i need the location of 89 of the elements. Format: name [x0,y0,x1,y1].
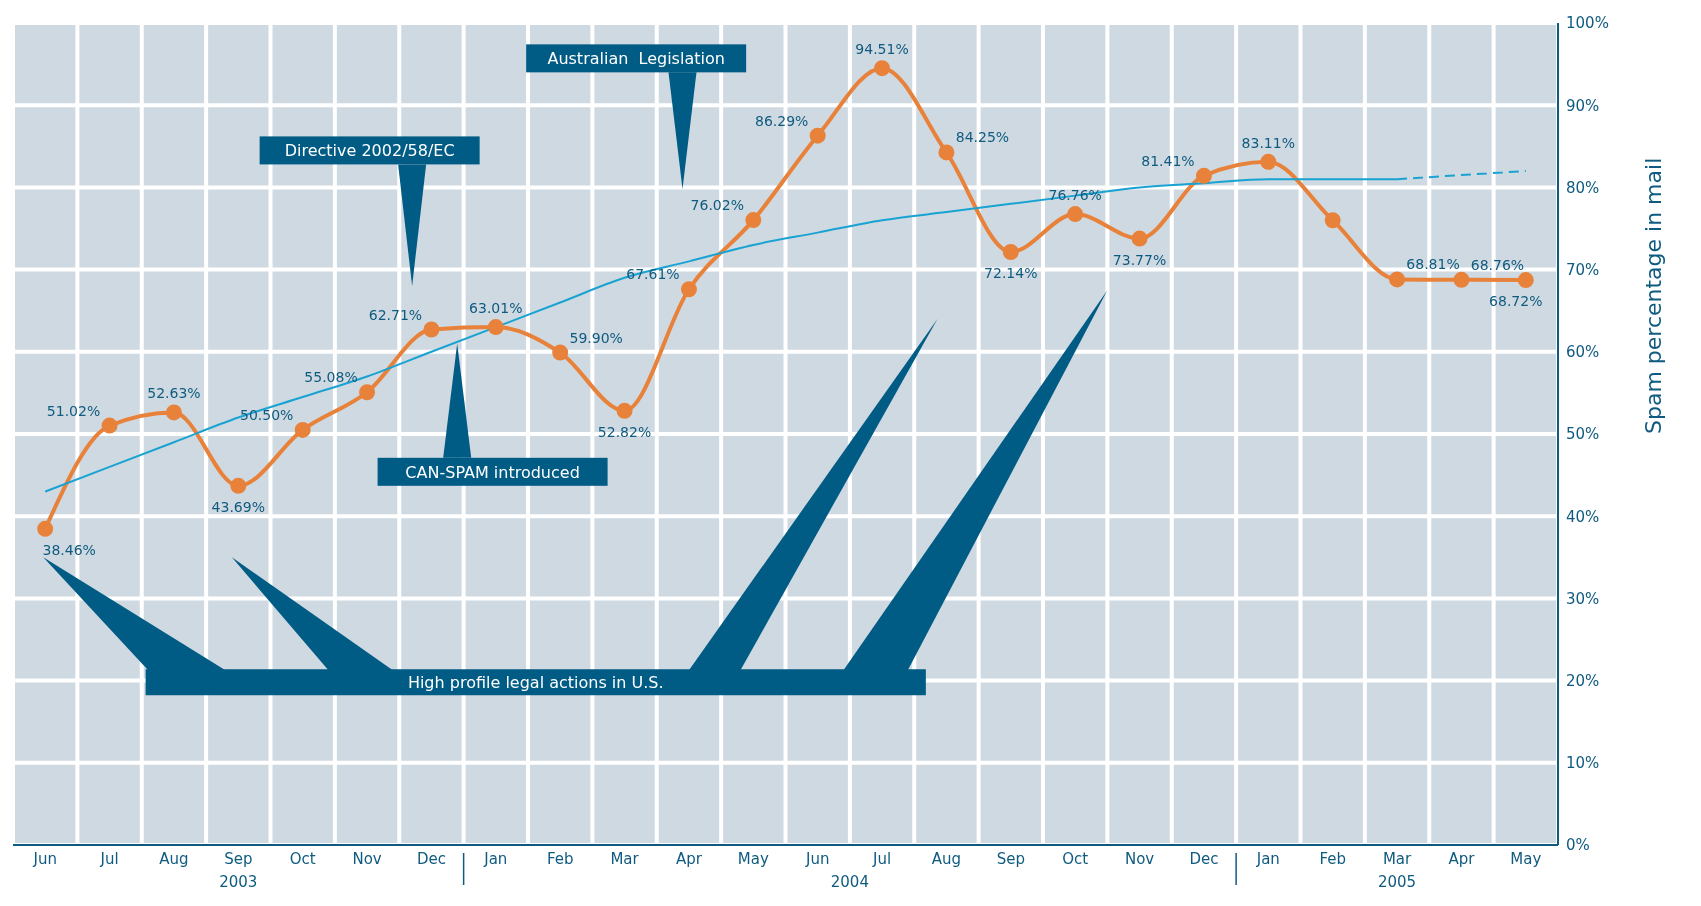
x-tick-label: Sep [224,849,253,868]
data-label: 68.72% [1489,293,1543,310]
point [165,404,182,421]
y-axis-title: Spam percentage in mail [1640,157,1666,434]
x-tick-label: Feb [546,849,574,868]
annotation: CAN-SPAM introduced [405,462,580,482]
data-label: 83.11% [1241,134,1296,151]
data-label: 52.63% [147,385,201,402]
point [552,344,569,361]
point [1260,153,1277,170]
x-tick-label: Jun [804,849,830,868]
point [1067,206,1084,223]
x-tick-label: Jul [872,849,892,868]
point [616,402,633,419]
point [487,319,504,336]
y-tick-label: 20% [1566,671,1600,690]
point [230,477,247,494]
x-tick-label: Dec [1189,849,1219,868]
data-label: 84.25% [955,129,1010,146]
y-tick-label: 80% [1566,178,1600,197]
x-tick-label: Jun [32,849,57,868]
point [1195,167,1212,184]
annotation: High profile legal actions in U.S. [407,673,664,693]
x-tick-label: Nov [352,849,382,868]
point [680,281,697,298]
point [1131,230,1148,247]
data-label: 52.82% [597,423,652,440]
data-label: 94.51% [855,41,909,58]
x-tick-label: Oct [289,849,316,868]
data-label: 86.29% [754,112,809,129]
y-tick-label: 50% [1566,425,1600,444]
x-tick-label: Jan [1255,849,1280,868]
x-tick-label: Aug [159,849,189,868]
x-tick-label: Sep [996,849,1025,868]
data-label: 43.69% [211,498,266,515]
annotation: Australian Legislation [547,49,725,69]
x-tick-label: Mar [1382,849,1413,868]
y-tick-label: 70% [1566,260,1600,279]
y-tick-label: 10% [1566,754,1600,773]
point [37,520,54,537]
y-tick-label: 0% [1566,836,1590,855]
data-label: 63.01% [469,300,523,317]
data-label: 38.46% [42,541,96,558]
x-tick-label: Feb [1319,849,1346,868]
x-tick-label: May [1510,849,1542,868]
annotation: Directive 2002/58/EC [284,141,455,161]
text: 2005 [1377,873,1417,891]
data-label: 68.81% [1406,256,1460,273]
data-label: 62.71% [368,306,423,323]
data-label: 81.41% [1141,152,1195,169]
data-label: 59.90% [569,329,623,346]
y-tick-label: 40% [1566,507,1600,526]
point [745,212,762,229]
point [874,60,891,77]
point [1453,271,1470,288]
x-tick-label: Apr [675,849,703,868]
x-tick-label: Mar [610,849,640,868]
x-tick-label: Jan [483,849,508,868]
y-tick-label: 90% [1566,96,1600,115]
x-tick-label: Nov [1124,849,1155,868]
x-tick-label: Dec [416,849,446,868]
point [359,384,376,401]
point [1324,212,1341,229]
x-tick-label: Apr [1448,849,1476,868]
y-tick-label: 100% [1566,14,1609,33]
data-label: 51.02% [46,402,101,419]
point [1002,244,1019,261]
data-label: 73.77% [1112,251,1167,268]
text: 2004 [830,873,869,891]
point [1389,271,1406,288]
point [423,321,440,338]
point [101,417,118,434]
data-label: 68.76% [1470,256,1525,273]
point [1517,272,1534,289]
x-tick-label: Oct [1062,849,1089,868]
text: 2003 [219,873,258,891]
x-tick-label: May [737,849,769,868]
data-label: 72.14% [984,265,1038,282]
data-label: 50.50% [239,406,294,423]
data-label: 67.61% [626,266,680,283]
data-label: 55.08% [304,369,358,386]
x-tick-label: Jul [99,849,119,868]
x-tick-label: Aug [931,849,962,868]
data-label: 76.02% [690,197,745,214]
point [938,144,955,161]
point [294,421,311,438]
y-tick-label: 30% [1566,589,1600,608]
y-tick-label: 60% [1566,343,1600,362]
point [809,127,826,144]
